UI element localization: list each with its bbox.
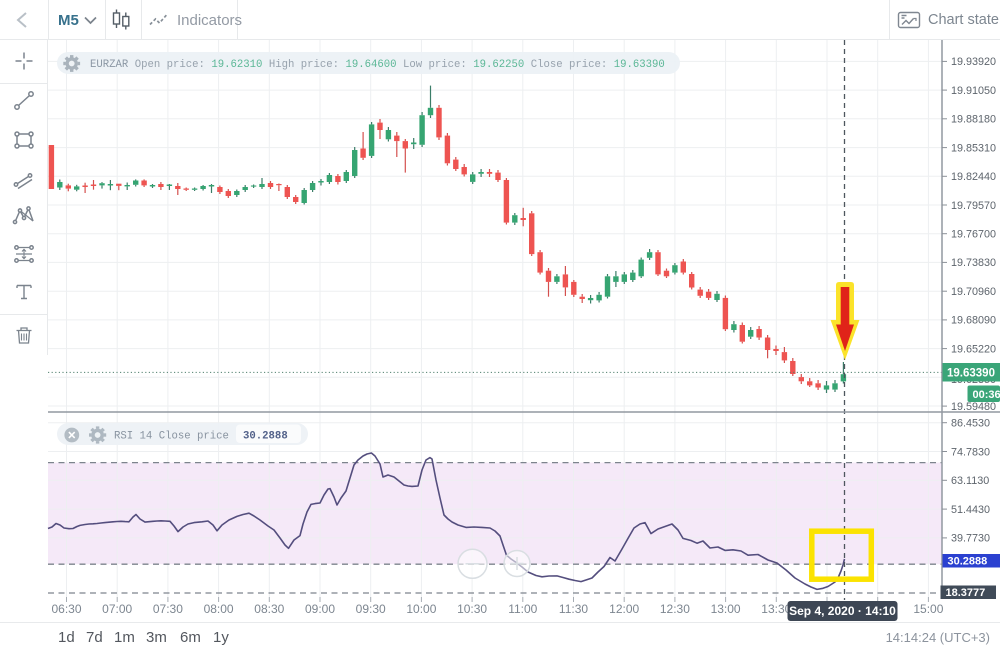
svg-text:30.2888: 30.2888 — [948, 556, 988, 568]
svg-text:19.82440: 19.82440 — [951, 171, 996, 183]
svg-text:RSI 14 Close price: RSI 14 Close price — [114, 430, 229, 442]
svg-text:15:00: 15:00 — [913, 602, 943, 616]
svg-text:19.68090: 19.68090 — [951, 315, 996, 327]
svg-text:10:00: 10:00 — [406, 602, 436, 616]
svg-text:19.65220: 19.65220 — [951, 343, 996, 355]
svg-text:12:30: 12:30 — [660, 602, 690, 616]
svg-text:19.70960: 19.70960 — [951, 286, 996, 298]
svg-text:11:00: 11:00 — [508, 602, 537, 616]
svg-text:07:30: 07:30 — [153, 602, 183, 616]
svg-text:30.2888: 30.2888 — [243, 430, 288, 442]
svg-text:11:30: 11:30 — [559, 602, 588, 616]
svg-text:08:00: 08:00 — [204, 602, 234, 616]
svg-text:EURZAR Open price: 19.62310 Hi: EURZAR Open price: 19.62310 High price: … — [90, 59, 665, 71]
svg-text:19.73830: 19.73830 — [951, 257, 996, 269]
svg-text:07:00: 07:00 — [102, 602, 132, 616]
svg-text:19.79570: 19.79570 — [951, 200, 996, 212]
svg-text:19.93920: 19.93920 — [951, 56, 996, 68]
svg-text:00:36: 00:36 — [973, 389, 1000, 401]
svg-text:12:00: 12:00 — [609, 602, 639, 616]
svg-text:09:30: 09:30 — [356, 602, 386, 616]
svg-text:10:30: 10:30 — [457, 602, 487, 616]
svg-text:19.63390: 19.63390 — [947, 368, 995, 380]
svg-text:08:30: 08:30 — [254, 602, 284, 616]
svg-text:09:00: 09:00 — [305, 602, 335, 616]
svg-text:39.7730: 39.7730 — [951, 533, 990, 545]
svg-text:19.85310: 19.85310 — [951, 142, 996, 154]
svg-text:06:30: 06:30 — [51, 602, 81, 616]
svg-text:13:30: 13:30 — [761, 602, 791, 616]
svg-text:19.88180: 19.88180 — [951, 114, 996, 126]
svg-text:74.7830: 74.7830 — [951, 446, 990, 458]
svg-text:86.4530: 86.4530 — [951, 418, 990, 430]
svg-text:63.1130: 63.1130 — [951, 475, 989, 487]
svg-text:19.91050: 19.91050 — [951, 85, 996, 97]
svg-text:51.4430: 51.4430 — [951, 504, 990, 516]
svg-text:19.76700: 19.76700 — [951, 229, 996, 241]
svg-text:19.59480: 19.59480 — [951, 401, 996, 413]
svg-text:18.3777: 18.3777 — [946, 587, 986, 599]
svg-text:Sep 4, 2020 · 14:10: Sep 4, 2020 · 14:10 — [789, 604, 896, 618]
svg-text:13:00: 13:00 — [711, 602, 741, 616]
